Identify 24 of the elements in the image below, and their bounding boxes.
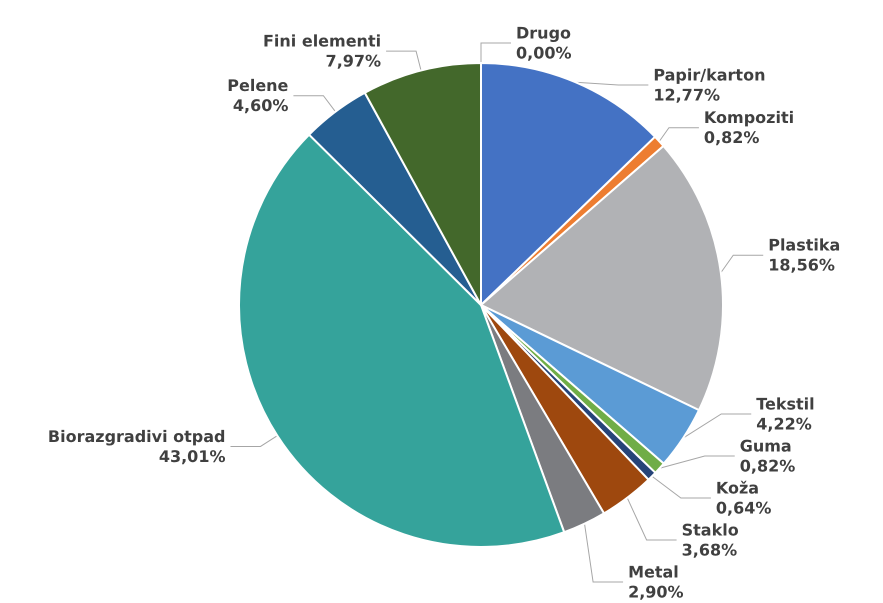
slice-label: Staklo — [682, 520, 739, 540]
data-label: 0,82% — [740, 456, 796, 476]
data-label: 0,64% — [716, 498, 772, 518]
data-label: 12,77% — [653, 86, 720, 104]
slice-label: Guma — [740, 436, 792, 456]
data-label: 4,60% — [232, 96, 288, 116]
data-label: 2,90% — [628, 582, 684, 602]
slice-label: Koža — [716, 478, 760, 498]
data-label: 18,56% — [768, 256, 835, 275]
slice-label: Papir/karton — [653, 66, 766, 84]
data-label: 4,22% — [756, 414, 812, 434]
slice-label: Fini elementi — [262, 32, 382, 51]
slice-label: Metal — [628, 562, 679, 582]
category-label: Drugo — [516, 24, 572, 42]
data-label: 7,97% — [326, 52, 382, 71]
slice-label: Tekstil — [756, 394, 815, 414]
slice-label: Plastika — [768, 236, 840, 255]
text: 0,00% — [516, 44, 572, 62]
slice-label: Pelene — [227, 76, 289, 96]
slice-label: Kompoziti — [704, 108, 794, 128]
data-label: 3,68% — [682, 540, 738, 560]
data-label: 0,82% — [704, 128, 760, 148]
slice-label: Biorazgradivi otpad — [48, 426, 226, 446]
data-label: 43,01% — [158, 446, 226, 466]
